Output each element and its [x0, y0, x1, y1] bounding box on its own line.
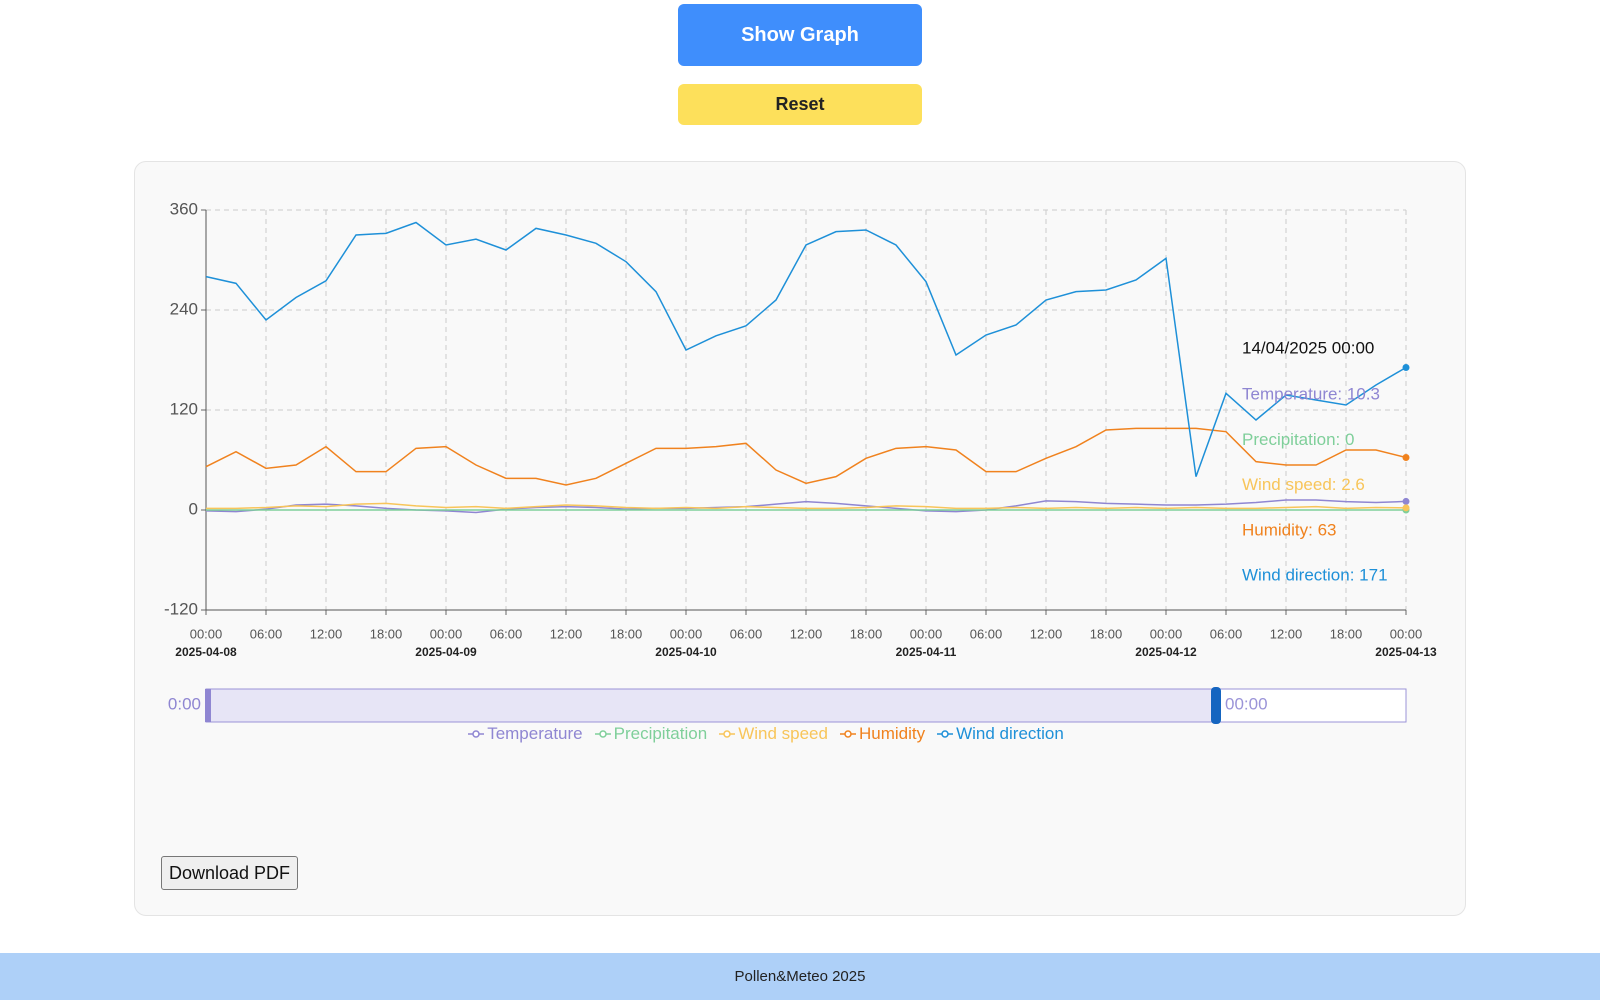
slider-end-handle[interactable]: [1211, 687, 1221, 724]
y-tick-label: 360: [170, 199, 198, 218]
legend-label: Wind direction: [956, 724, 1064, 743]
x-tick-label: 00:00: [430, 626, 463, 641]
slider-start-label: 0:00: [168, 694, 201, 713]
tooltip-line: Humidity: 63: [1242, 520, 1336, 539]
x-tick-label: 06:00: [730, 626, 763, 641]
x-tick-label: 06:00: [970, 626, 1003, 641]
x-tick-label: 00:00: [670, 626, 703, 641]
x-date-label: 2025-04-08: [175, 645, 237, 659]
tooltip-line: Wind direction: 171: [1242, 566, 1388, 585]
legend-item[interactable]: Humidity: [839, 724, 926, 744]
legend-item[interactable]: Wind speed: [719, 724, 828, 744]
series-line: [205, 427, 1407, 486]
x-tick-label: 06:00: [1210, 626, 1243, 641]
legend-label: Humidity: [858, 724, 926, 743]
y-tick-label: -120: [164, 599, 198, 618]
x-tick-label: 00:00: [910, 626, 943, 641]
active-point: [1402, 454, 1410, 461]
x-tick-label: 18:00: [1330, 626, 1363, 641]
footer: Pollen&Meteo 2025: [0, 953, 1600, 1000]
y-tick-label: 0: [189, 499, 198, 518]
x-tick-label: 18:00: [370, 626, 403, 641]
legend-marker: [723, 730, 731, 738]
legend-icon: [839, 730, 856, 738]
legend-icon: [468, 730, 485, 738]
x-date-label: 2025-04-10: [655, 645, 717, 659]
legend-label: Temperature: [487, 724, 583, 743]
legend-label: Precipitation: [613, 724, 708, 743]
legend-label: Wind speed: [738, 724, 828, 743]
active-point: [1402, 497, 1410, 505]
x-tick-label: 18:00: [1090, 626, 1123, 641]
x-tick-label: 12:00: [550, 626, 583, 641]
series-line: [206, 502, 1407, 510]
x-tick-label: 12:00: [310, 626, 343, 641]
chart: -120 0 120 240 360 00:00 06:00 12:00 18:00 00:00 0…: [164, 199, 1437, 724]
x-tick-label: 00:00: [1390, 626, 1423, 641]
x-tick-label: 06:00: [490, 626, 523, 641]
active-point: [1402, 504, 1410, 512]
legend-item[interactable]: Wind direction: [937, 724, 1064, 744]
show-graph-button[interactable]: Show Graph: [678, 4, 922, 66]
x-tick-label: 18:00: [850, 626, 883, 641]
legend-marker: [598, 730, 607, 738]
chart-card: [134, 161, 1466, 916]
x-date-label: 2025-04-13: [1375, 645, 1437, 659]
legend-marker: [844, 730, 852, 738]
legend-item[interactable]: Temperature: [468, 724, 583, 744]
x-tick-label: 06:00: [250, 626, 283, 641]
legend-icon: [594, 730, 611, 738]
tooltip-line: Precipitation: 0: [1242, 430, 1354, 449]
legend-icon: [937, 730, 954, 738]
tooltip-line: Temperature: 10.3: [1242, 384, 1380, 403]
tooltip-line: Wind speed: 2.6: [1242, 475, 1365, 494]
active-point: [1402, 364, 1410, 371]
slider-start-handle: [205, 689, 211, 722]
y-tick-label: 120: [170, 399, 198, 418]
x-tick-label: 18:00: [610, 626, 643, 641]
x-date-label: 2025-04-09: [415, 645, 477, 659]
slider-end-label: 00:00: [1225, 694, 1268, 713]
x-tick-label: 12:00: [1270, 626, 1303, 641]
legend: Temperature Precipitation Wind speed Humidi…: [366, 724, 1166, 744]
x-tick-label: 00:00: [190, 626, 223, 641]
download-pdf-button[interactable]: Download PDF: [161, 856, 298, 890]
y-tick-label: 240: [170, 299, 198, 318]
x-date-label: 2025-04-11: [896, 645, 957, 659]
x-tick-label: 12:00: [790, 626, 823, 641]
legend-item[interactable]: Precipitation: [594, 724, 708, 744]
legend-marker: [941, 730, 949, 738]
x-date-label: 2025-04-12: [1135, 645, 1197, 659]
x-tick-label: 00:00: [1150, 626, 1183, 641]
slider-range: [205, 688, 1217, 723]
legend-icon: [719, 730, 736, 738]
x-tick-label: 12:00: [1030, 626, 1063, 641]
tooltip-title: 14/04/2025 00:00: [1242, 338, 1374, 357]
legend-marker: [472, 730, 480, 738]
series-line: [205, 221, 1407, 477]
reset-button[interactable]: Reset: [678, 84, 922, 125]
